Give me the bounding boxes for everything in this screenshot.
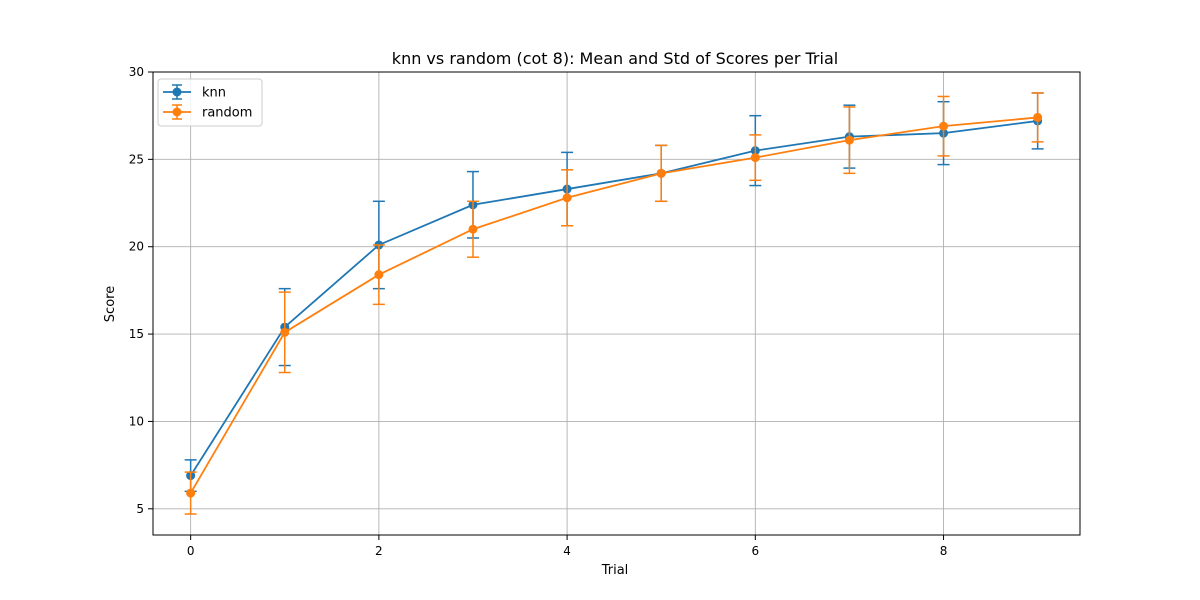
legend-marker [172,107,182,117]
y-tick-label: 5 [136,502,144,516]
legend: knn random [157,78,263,127]
x-tick-label: 4 [563,544,571,558]
y-tick-label: 20 [129,240,144,254]
legend-label: random [202,106,252,121]
series-random [184,92,1044,515]
data-point [750,153,760,163]
chart-title: knn vs random (cot 8): Mean and Std of S… [392,49,838,68]
y-tick-label: 10 [129,414,144,428]
data-point [1033,112,1043,122]
data-series [184,92,1044,515]
data-point [844,135,854,145]
data-point [186,488,196,498]
series-knn [184,92,1044,493]
x-tick-label: 0 [187,544,195,558]
legend-marker [172,87,182,97]
y-tick-label: 30 [129,65,144,79]
legend-label: knn [202,86,226,101]
y-tick-label: 15 [129,327,144,341]
x-tick-label: 6 [751,544,759,558]
x-tick-label: 8 [940,544,948,558]
data-point [562,193,572,203]
data-point [468,224,478,234]
data-point [374,270,384,280]
data-point [656,168,666,178]
x-tick-label: 2 [375,544,383,558]
x-axis-label: Trial [601,563,629,578]
axis-ticks: 0 2 4 6 8 5 10 15 20 25 30 [129,65,948,558]
y-tick-label: 25 [129,152,144,166]
y-axis-label: Score [103,286,118,322]
legend-box [157,78,263,127]
data-point [939,121,949,131]
series-line [189,116,1038,494]
data-point [280,327,290,337]
plot-area-frame [152,71,1081,536]
grid-lines [153,71,1080,535]
series-line [189,120,1038,477]
